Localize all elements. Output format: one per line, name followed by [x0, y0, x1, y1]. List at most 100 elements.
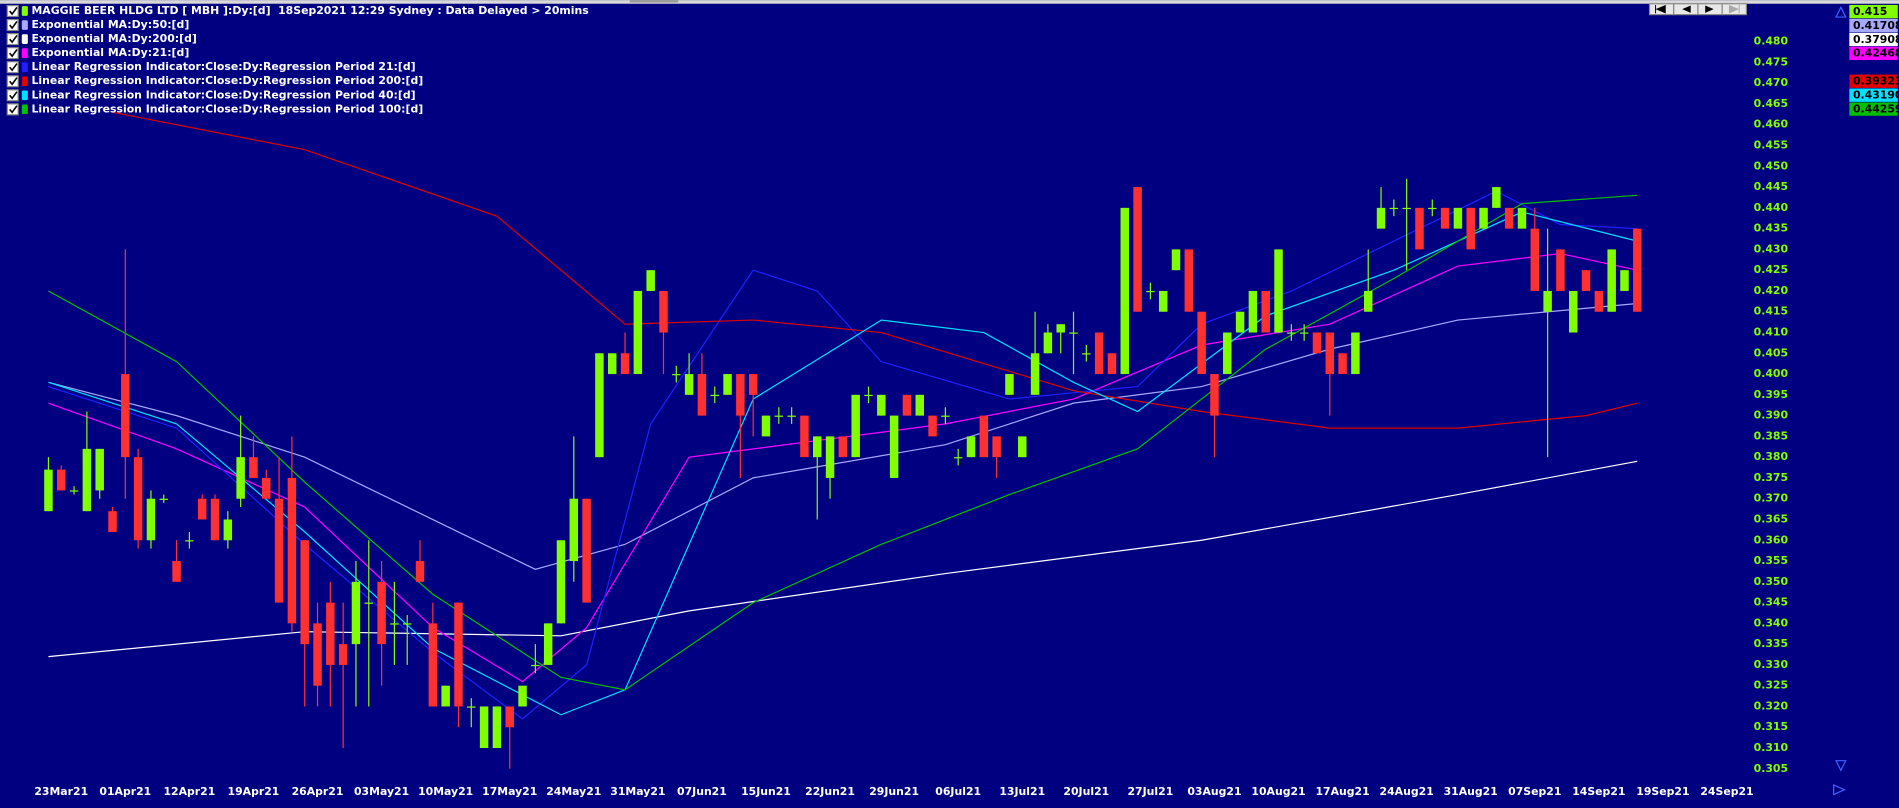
scroll-up[interactable]: [1835, 6, 1847, 18]
x-tick-label: 13Jul21: [999, 785, 1045, 798]
candle-body: [1210, 374, 1219, 416]
candle-body: [748, 374, 758, 395]
x-tick-label: 06Jul21: [935, 785, 981, 798]
legend-label: Linear Regression Indicator:Close:Dy:Reg…: [31, 60, 415, 73]
candle-body: [1005, 374, 1014, 395]
scroll-down[interactable]: [1835, 760, 1847, 772]
candle-body: [1325, 332, 1335, 375]
legend-checkbox[interactable]: [6, 33, 19, 46]
candle-body: [1287, 332, 1296, 334]
candle-body: [1043, 332, 1053, 354]
last-value-box: [1849, 88, 1898, 102]
legend-checkbox[interactable]: [6, 47, 19, 60]
legend-checkbox[interactable]: [6, 4, 19, 18]
candle-body: [467, 706, 476, 708]
x-tick-label: 07Sep21: [1508, 785, 1561, 798]
legend-swatch: [21, 76, 28, 87]
candle-body: [902, 394, 912, 416]
candle-body: [57, 469, 66, 491]
legend-check: [9, 105, 18, 114]
candle-body: [825, 436, 835, 478]
candle-body: [1184, 249, 1194, 312]
candle-body: [813, 436, 822, 458]
legend: MAGGIE BEER HLDG LTD [ MBH ]:Dy:[d] 18Se…: [6, 4, 589, 116]
y-tick-label: 0.405: [1754, 346, 1788, 359]
candle-body: [159, 498, 169, 500]
legend-checkbox[interactable]: [6, 103, 19, 116]
legend-swatch: [21, 90, 28, 101]
candle-body: [1030, 353, 1040, 395]
y-tick-label: 0.465: [1754, 97, 1788, 110]
candle-body: [1197, 311, 1206, 375]
legend-swatch: [21, 20, 28, 30]
candle-body: [1338, 353, 1347, 375]
legend-check: [9, 63, 18, 72]
candle-body: [1363, 290, 1373, 312]
candle-body: [620, 353, 630, 375]
legend-label: Exponential MA:Dy:50:[d]: [31, 18, 189, 31]
candle-body: [787, 415, 796, 417]
x-tick-label: 20Jul21: [1063, 785, 1109, 798]
x-tick-label: 26Apr21: [292, 785, 344, 798]
candle-body: [1223, 332, 1232, 375]
y-tick-label: 0.305: [1754, 762, 1788, 775]
legend-swatch: [21, 34, 28, 44]
candle-body: [172, 561, 181, 582]
legend-checkbox[interactable]: [6, 18, 19, 32]
last-value: 0.379086: [1853, 33, 1899, 46]
candle-body: [1094, 332, 1104, 375]
y-tick-label: 0.480: [1754, 35, 1789, 48]
candle-body: [1581, 270, 1591, 291]
x-tick-label: 10Aug21: [1251, 785, 1305, 798]
legend-label: Linear Regression Indicator:Close:Dy:Reg…: [31, 74, 423, 87]
last-value: 0.393233: [1853, 75, 1899, 88]
candle-body: [1158, 290, 1168, 312]
candle-body: [979, 415, 989, 458]
candle-body: [454, 602, 463, 707]
x-tick-label: 24May21: [546, 785, 601, 798]
candle-body: [287, 477, 297, 624]
candle-body: [95, 448, 104, 491]
candle-body: [1082, 353, 1091, 355]
candle-body: [1530, 228, 1540, 291]
candle-body: [1594, 290, 1604, 312]
indicator-line: [112, 111, 1638, 429]
candle-body: [838, 436, 848, 458]
candle-body: [69, 490, 79, 492]
y-tick-label: 0.320: [1754, 699, 1789, 712]
nav-buttons[interactable]: [1648, 3, 1748, 16]
candle-body: [402, 623, 412, 625]
x-tick-label: 12Apr21: [163, 785, 215, 798]
candle-body: [659, 290, 668, 333]
candle-body: [274, 498, 284, 603]
candle-body: [1056, 324, 1065, 333]
last-value-box: [1849, 4, 1898, 19]
legend-checkbox[interactable]: [6, 75, 19, 88]
candle-body: [723, 374, 732, 395]
candle-body: [1415, 207, 1424, 250]
candle-body: [595, 353, 604, 458]
y-tick-label: 0.445: [1754, 180, 1788, 193]
last-value: 0.415: [1853, 5, 1887, 18]
last-value: 0.431902: [1853, 89, 1899, 102]
candle-body: [1351, 332, 1360, 375]
legend-label: Linear Regression Indicator:Close:Dy:Reg…: [31, 102, 423, 115]
candle-body: [966, 436, 976, 458]
legend-checkbox[interactable]: [6, 89, 19, 102]
scroll-right[interactable]: [1832, 783, 1846, 796]
last-value: 0.442599: [1853, 102, 1899, 115]
last-icon: [1728, 4, 1740, 14]
legend-checkbox[interactable]: [6, 61, 19, 74]
candle-body: [633, 290, 643, 375]
x-tick-label: 24Sep21: [1700, 785, 1753, 798]
y-tick-label: 0.365: [1754, 512, 1788, 525]
candle-body: [1376, 207, 1386, 229]
y-tick-label: 0.430: [1754, 242, 1789, 255]
x-tick-label: 29Jun21: [869, 785, 919, 798]
legend-check: [9, 77, 18, 86]
candle-body: [338, 644, 348, 665]
x-tick-label: 07Jun21: [677, 785, 727, 798]
candle-body: [505, 706, 514, 728]
